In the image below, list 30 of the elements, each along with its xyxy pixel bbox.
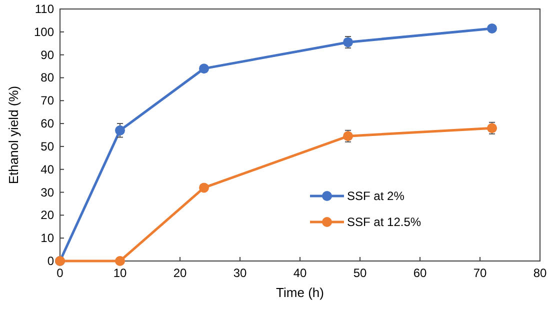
legend-label: SSF at 12.5% [347,215,422,229]
point [199,182,209,193]
y-tick-label: 90 [40,48,54,62]
y-tick-label: 40 [40,162,54,176]
y-tick-label: 30 [40,185,54,200]
y-tick-label: 100 [34,24,54,39]
point [487,23,497,34]
y-axis-title: Ethanol yield (%) [6,86,21,184]
x-tick-label: 60 [413,266,427,280]
y-tick-label: 60 [40,116,54,131]
x-tick-label: 70 [473,266,487,280]
y-tick-label: 110 [34,2,54,16]
x-tick-label: 20 [173,266,187,280]
point [115,125,125,136]
y-tick-label: 10 [40,231,54,246]
x-tick-label: 0 [56,266,64,280]
point [115,256,125,266]
x-tick-label: 40 [293,266,307,280]
y-tick-label: 80 [40,70,54,85]
legend-label: SSF at 2% [347,189,405,203]
point [199,64,209,74]
x-tick-label: 50 [353,266,367,280]
y-tick-label: 70 [40,94,54,108]
y-tick-label: 0 [47,254,54,268]
y-tick-label: 20 [40,208,54,222]
x-tick-label: 10 [113,266,127,280]
x-axis-title: Time (h) [276,285,324,300]
x-tick-label: 30 [233,266,247,280]
x-tick-label: 80 [533,266,547,280]
y-tick-label: 50 [40,139,54,154]
